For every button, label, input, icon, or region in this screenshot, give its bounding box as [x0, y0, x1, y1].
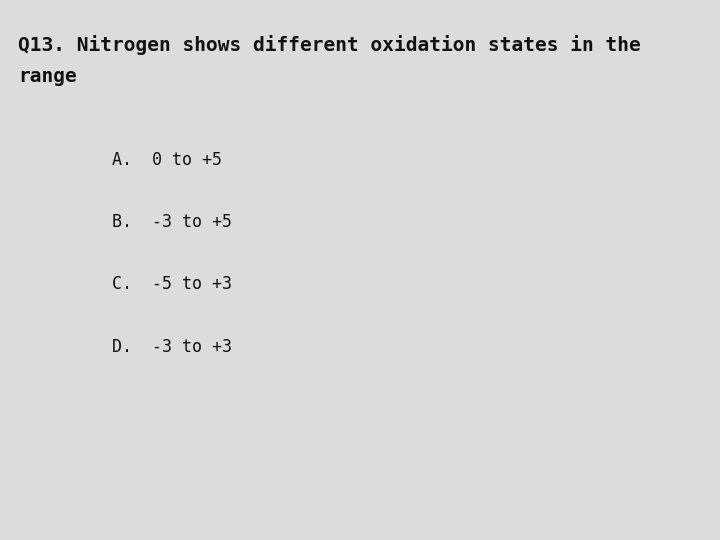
Text: A.  0 to +5: A. 0 to +5 — [112, 151, 222, 169]
Text: B.  -3 to +5: B. -3 to +5 — [112, 213, 232, 231]
Text: C.  -5 to +3: C. -5 to +3 — [112, 275, 232, 293]
Text: D.  -3 to +3: D. -3 to +3 — [112, 338, 232, 355]
Text: range: range — [18, 68, 77, 86]
Text: Q13. Nitrogen shows different oxidation states in the: Q13. Nitrogen shows different oxidation … — [18, 35, 641, 55]
